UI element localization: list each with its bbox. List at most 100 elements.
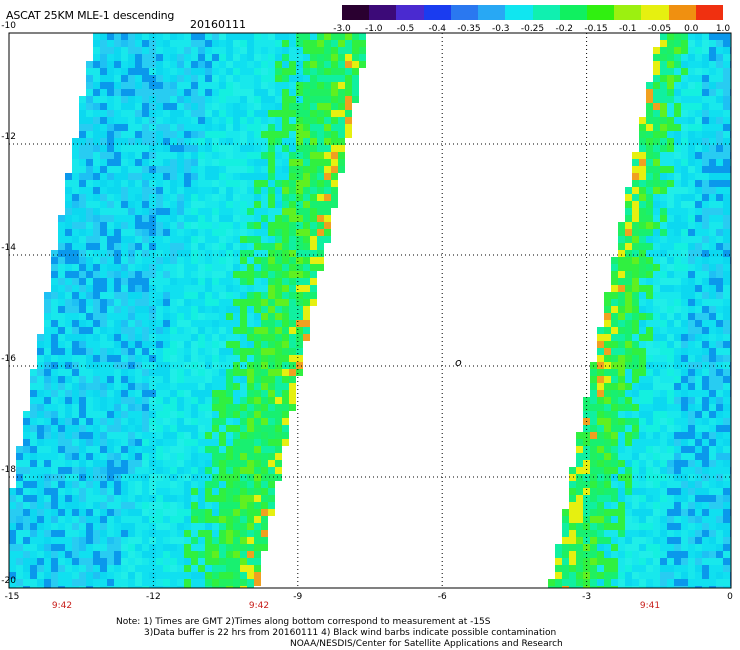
swath-cell — [261, 439, 268, 446]
swath-cell — [716, 180, 723, 187]
swath-cell — [163, 82, 170, 89]
swath-cell — [226, 299, 233, 306]
swath-cell — [219, 411, 226, 418]
swath-cell — [275, 390, 282, 397]
colorbar-swatch — [478, 5, 506, 20]
swath-cell — [247, 404, 254, 411]
swath-cell — [226, 404, 233, 411]
swath-cell — [618, 460, 625, 467]
swath-cell — [688, 250, 695, 257]
swath-cell — [632, 166, 639, 173]
swath-cell — [709, 502, 716, 509]
swath-cell — [240, 446, 247, 453]
swath-cell — [100, 544, 107, 551]
swath-cell — [184, 201, 191, 208]
swath-cell — [618, 264, 625, 271]
swath-cell — [2, 551, 9, 558]
swath-cell — [177, 159, 184, 166]
swath-cell — [716, 33, 723, 40]
swath-cell — [205, 285, 212, 292]
swath-cell — [695, 117, 702, 124]
swath-cell — [219, 544, 226, 551]
swath-cell — [93, 404, 100, 411]
swath-cell — [632, 397, 639, 404]
swath-cell — [51, 453, 58, 460]
swath-cell — [79, 425, 86, 432]
swath-cell — [695, 131, 702, 138]
swath-cell — [674, 61, 681, 68]
swath-cell — [268, 411, 275, 418]
swath-cell — [226, 523, 233, 530]
swath-cell — [289, 250, 296, 257]
swath-cell — [212, 117, 219, 124]
swath-cell — [128, 40, 135, 47]
swath-cell — [226, 334, 233, 341]
swath-cell — [268, 117, 275, 124]
swath-cell — [163, 537, 170, 544]
swath-cell — [709, 243, 716, 250]
swath-cell — [625, 264, 632, 271]
swath-cell — [310, 166, 317, 173]
swath-cell — [660, 453, 667, 460]
swath-cell — [569, 579, 576, 586]
swath-cell — [198, 236, 205, 243]
swath-cell — [100, 537, 107, 544]
swath-cell — [317, 124, 324, 131]
swath-cell — [44, 404, 51, 411]
swath-cell — [107, 103, 114, 110]
swath-cell — [212, 341, 219, 348]
swath-cell — [338, 33, 345, 40]
swath-cell — [282, 145, 289, 152]
swath-cell — [695, 229, 702, 236]
swath-cell — [681, 103, 688, 110]
swath-cell — [254, 33, 261, 40]
swath-cell — [219, 376, 226, 383]
swath-cell — [121, 75, 128, 82]
swath-cell — [198, 572, 205, 579]
swath-cell — [261, 292, 268, 299]
swath-cell — [177, 54, 184, 61]
swath-cell — [135, 201, 142, 208]
swath-cell — [142, 33, 149, 40]
swath-cell — [688, 544, 695, 551]
swath-cell — [275, 173, 282, 180]
swath-cell — [121, 292, 128, 299]
swath-cell — [184, 215, 191, 222]
swath-cell — [660, 523, 667, 530]
swath-cell — [233, 159, 240, 166]
swath-cell — [352, 96, 359, 103]
swath-cell — [646, 432, 653, 439]
swath-cell — [282, 138, 289, 145]
swath-cell — [653, 271, 660, 278]
swath-cell — [30, 425, 37, 432]
swath-cell — [9, 544, 16, 551]
swath-cell — [296, 313, 303, 320]
swath-cell — [254, 341, 261, 348]
swath-cell — [170, 460, 177, 467]
swath-cell — [639, 355, 646, 362]
swath-cell — [709, 537, 716, 544]
swath-cell — [268, 369, 275, 376]
swath-cell — [723, 474, 730, 481]
swath-cell — [16, 586, 23, 588]
swath-cell — [289, 201, 296, 208]
swath-cell — [233, 201, 240, 208]
swath-cell — [79, 432, 86, 439]
swath-cell — [212, 61, 219, 68]
swath-cell — [184, 124, 191, 131]
swath-cell — [632, 390, 639, 397]
swath-cell — [163, 509, 170, 516]
swath-cell — [590, 481, 597, 488]
swath-cell — [268, 278, 275, 285]
swath-cell — [695, 376, 702, 383]
swath-cell — [233, 54, 240, 61]
swath-cell — [646, 586, 653, 588]
swath-cell — [268, 61, 275, 68]
swath-cell — [324, 61, 331, 68]
swath-cell — [716, 47, 723, 54]
swath-cell — [30, 495, 37, 502]
swath-cell — [205, 341, 212, 348]
swath-cell — [79, 285, 86, 292]
swath-cell — [639, 418, 646, 425]
swath-cell — [604, 439, 611, 446]
